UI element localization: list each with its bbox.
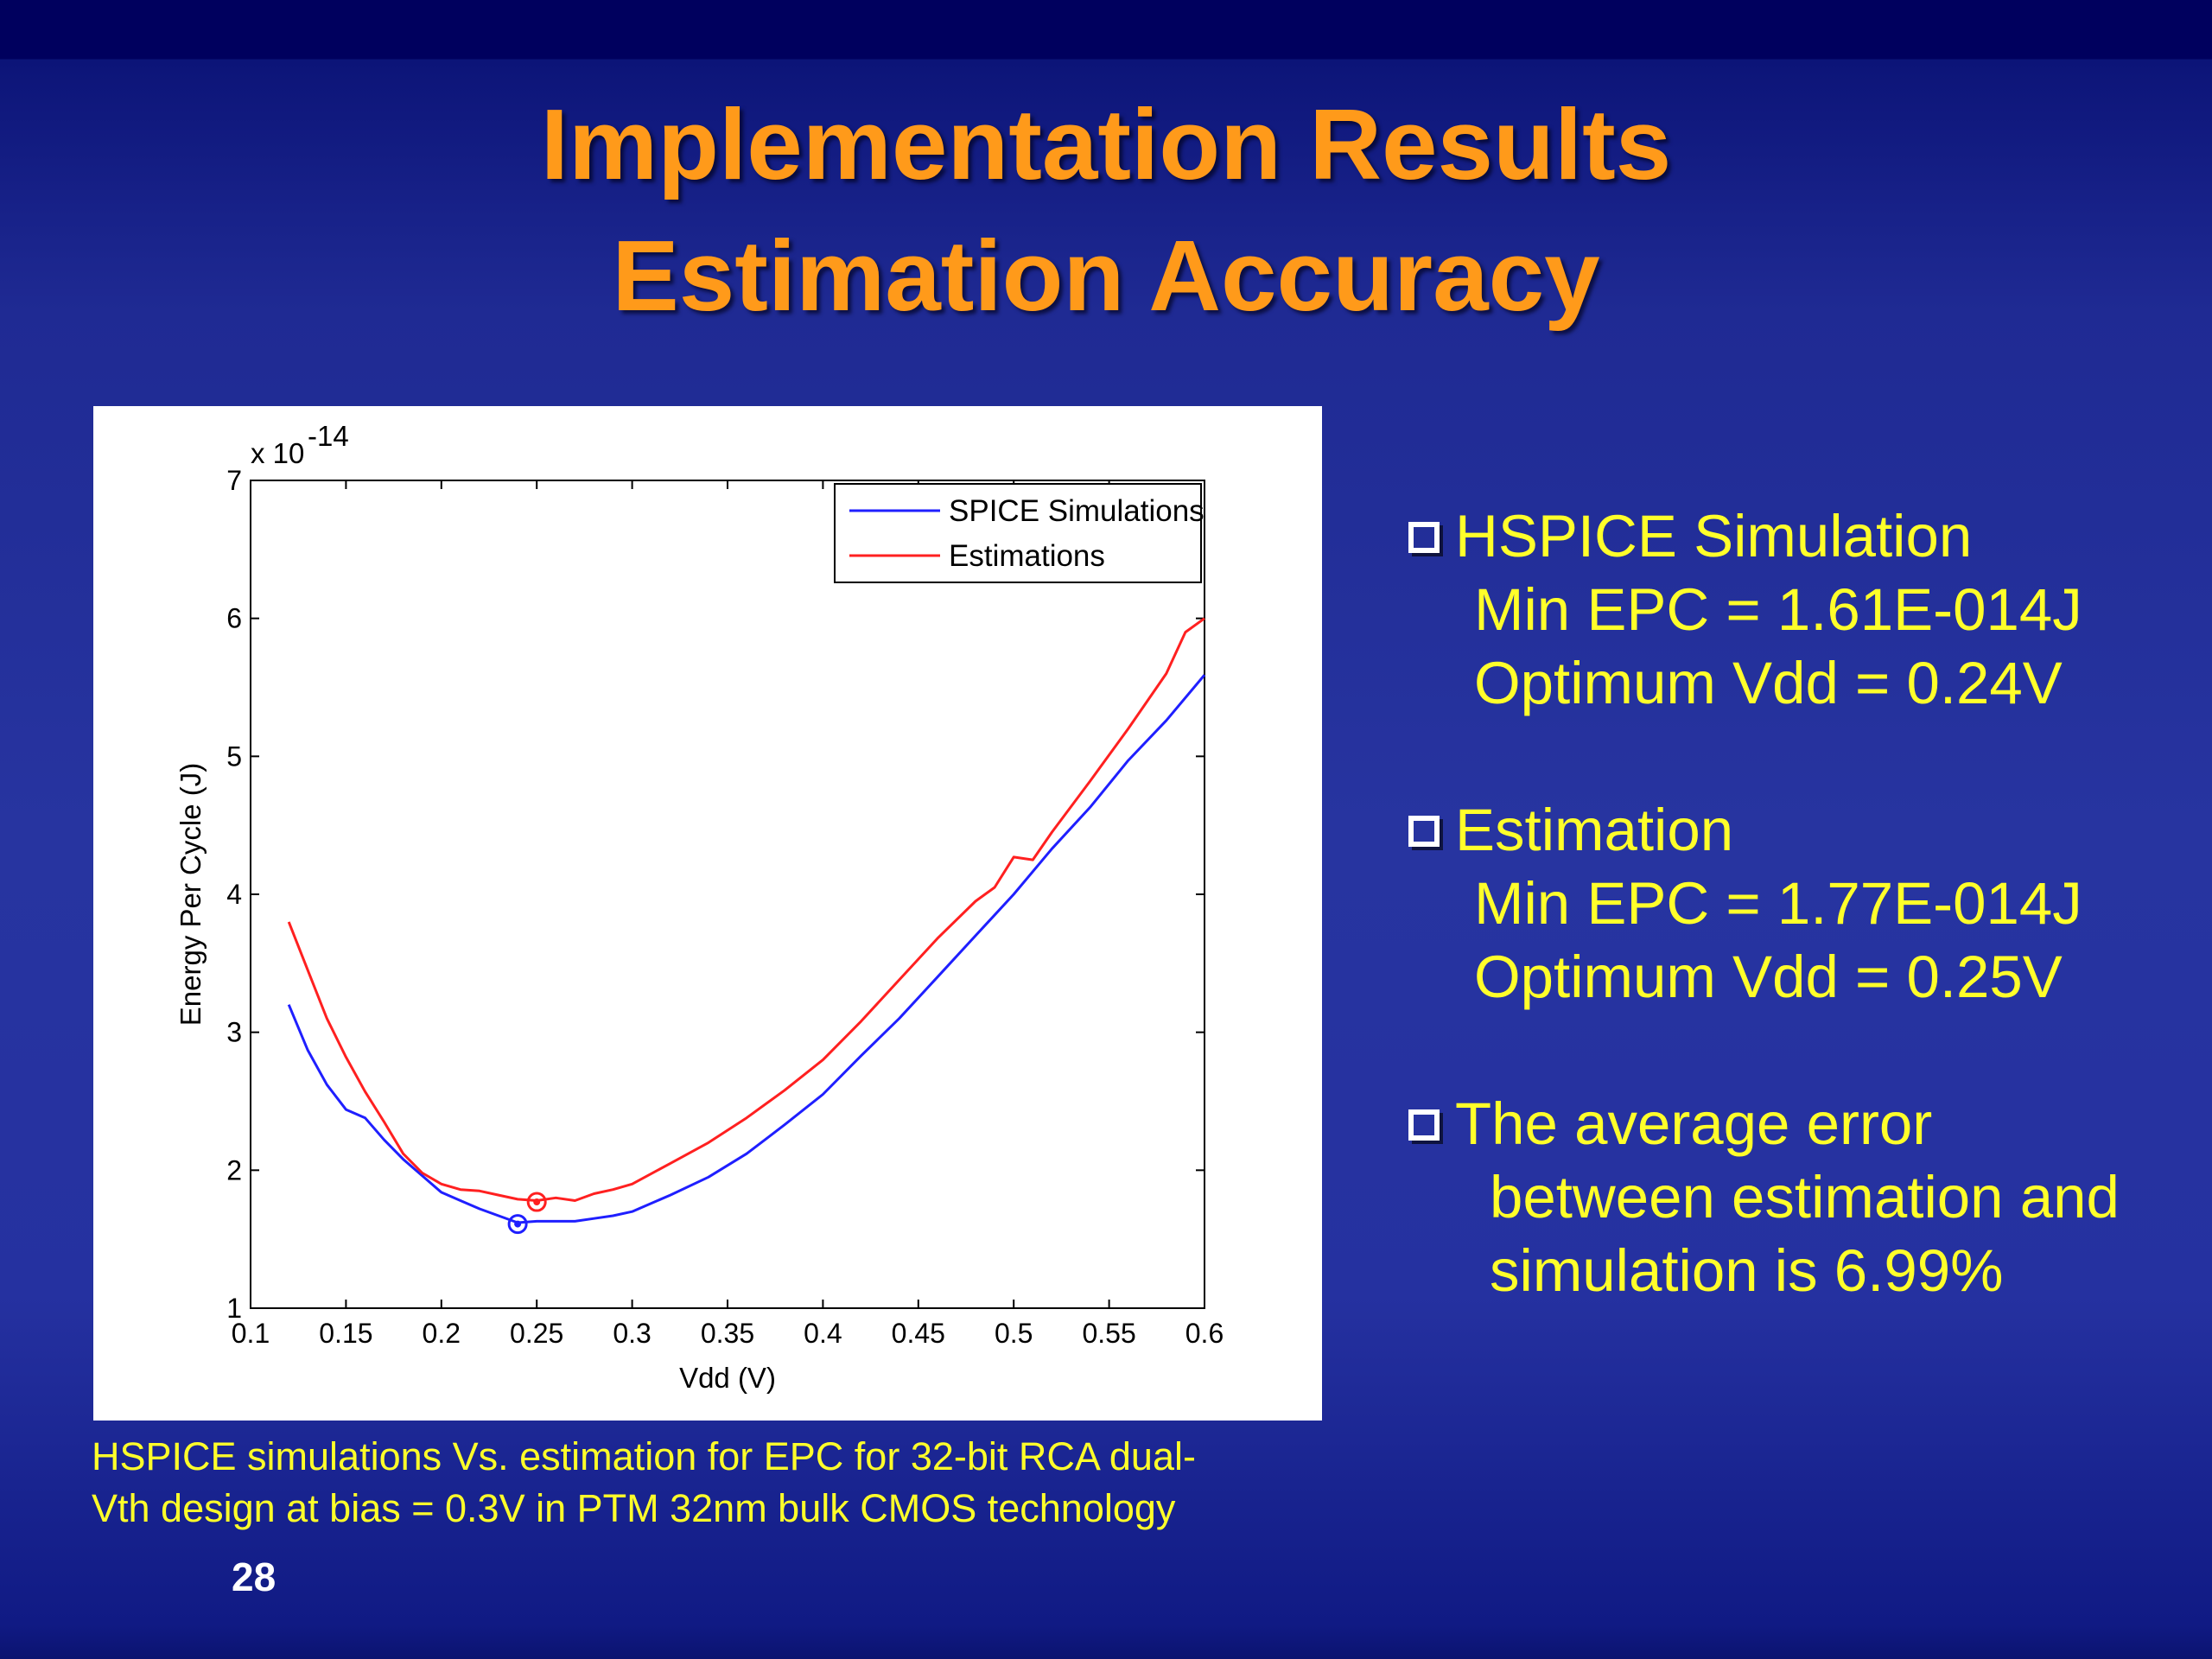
bullet-detail: Min EPC = 1.77E-014J — [1474, 870, 2082, 937]
x-tick-label: 0.2 — [423, 1318, 461, 1349]
y-tick-label: 2 — [226, 1154, 242, 1185]
x-tick-label: 0.1 — [232, 1318, 270, 1349]
legend-box — [834, 483, 1202, 583]
y-axis-label: Energy Per Cycle (J) — [175, 763, 207, 1026]
page-number: 28 — [232, 1554, 276, 1599]
x-tick-label: 0.25 — [510, 1318, 563, 1349]
checkbox-icon — [1408, 522, 1440, 553]
checkbox-icon — [1408, 1109, 1440, 1141]
bullet-heading-row: HSPICE Simulation — [1408, 499, 2186, 573]
caption-line: HSPICE simulations Vs. estimation for EP… — [92, 1434, 1196, 1478]
series-line-spice — [287, 674, 1206, 1224]
x-tick-label: 0.3 — [613, 1318, 651, 1349]
y-tick-label: 7 — [226, 465, 242, 496]
chart-ticks: 0.1 0.15 0.2 0.25 0.3 0.35 0.4 0.45 0.5 0.55 0.6 1 2… — [226, 465, 1224, 1349]
bullet-detail: Optimum Vdd = 0.24V — [1474, 650, 2063, 716]
x-tick-label: 0.6 — [1185, 1318, 1224, 1349]
minimum-marker-dot-estimations — [533, 1198, 541, 1206]
slide-title-line-2: Estimation Accuracy — [612, 219, 1600, 332]
y-tick-label: 1 — [226, 1293, 242, 1324]
bullet-heading: The average error — [1455, 1090, 1933, 1157]
bullet-heading: HSPICE Simulation — [1455, 503, 1973, 569]
chart-series — [287, 617, 1206, 1235]
bullet-heading-row: Estimation — [1408, 793, 2186, 867]
minimum-marker-dot-spice — [514, 1220, 522, 1228]
checkbox-icon — [1408, 816, 1440, 847]
slide-title-line-1: Implementation Results — [540, 88, 1672, 200]
y-multiplier-exponent: -14 — [308, 420, 349, 452]
bullet-heading-row: The average error — [1408, 1087, 2186, 1160]
legend-label-spice: SPICE Simulations — [949, 494, 1205, 528]
results-bullet-list: HSPICE Simulation Min EPC = 1.61E-014J O… — [1408, 499, 2186, 1307]
x-tick-label: 0.4 — [804, 1318, 842, 1349]
y-multiplier-base: x 10 — [251, 437, 304, 469]
epc-vs-vdd-chart: 0.1 0.15 0.2 0.25 0.3 0.35 0.4 0.45 0.5 0.55 0.6 1 2… — [175, 420, 1224, 1394]
x-tick-label: 0.15 — [319, 1318, 372, 1349]
x-tick-label: 0.45 — [892, 1318, 945, 1349]
chart-legend: SPICE Simulations Estimations — [834, 483, 1205, 583]
bullet-hspice-simulation: HSPICE Simulation Min EPC = 1.61E-014J O… — [1408, 499, 2186, 720]
y-tick-label: 6 — [226, 603, 242, 634]
legend-label-estimations: Estimations — [949, 539, 1105, 573]
bullet-detail: between estimation and — [1490, 1164, 2120, 1230]
x-axis-label: Vdd (V) — [679, 1362, 776, 1394]
y-tick-label: 5 — [226, 741, 242, 772]
minimum-marker-spice — [507, 1214, 528, 1235]
x-tick-label: 0.55 — [1082, 1318, 1135, 1349]
caption-line: Vth design at bias = 0.3V in PTM 32nm bu… — [92, 1486, 1176, 1530]
chart-panel: 0.1 0.15 0.2 0.25 0.3 0.35 0.4 0.45 0.5 0.55 0.6 1 2… — [93, 406, 1322, 1421]
x-tick-label: 0.35 — [701, 1318, 754, 1349]
bullet-estimation: Estimation Min EPC = 1.77E-014J Optimum … — [1408, 793, 2186, 1014]
x-tick-label: 0.5 — [995, 1318, 1033, 1349]
bullet-average-error: The average error between estimation and… — [1408, 1087, 2186, 1307]
plot-frame — [250, 480, 1205, 1309]
bullet-heading: Estimation — [1455, 797, 1734, 863]
chart-axes — [250, 480, 1205, 1309]
y-tick-label: 4 — [226, 879, 242, 910]
bullet-detail: simulation is 6.99% — [1490, 1237, 2004, 1304]
bullet-detail: Min EPC = 1.61E-014J — [1474, 576, 2082, 643]
bullet-detail: Optimum Vdd = 0.25V — [1474, 944, 2063, 1010]
minimum-marker-estimations — [526, 1192, 547, 1212]
y-tick-label: 3 — [226, 1017, 242, 1048]
series-line-estimations — [287, 617, 1205, 1202]
figure-caption: HSPICE simulations Vs. estimation for EP… — [92, 1431, 1353, 1535]
